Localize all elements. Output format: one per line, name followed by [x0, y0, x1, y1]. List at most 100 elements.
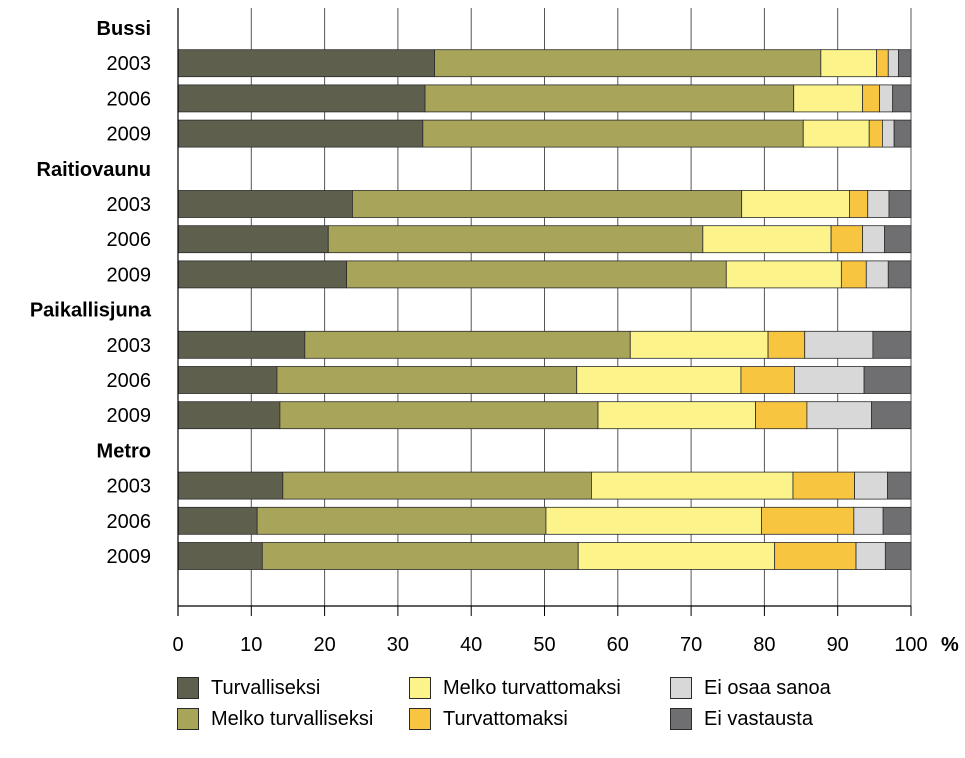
- bar-segment: [820, 49, 877, 78]
- bar-segment: [767, 330, 806, 359]
- bar-segment: [261, 542, 579, 570]
- bar-segment: [177, 330, 306, 359]
- legend-item-ei-osaa-sanoa: Ei osaa sanoa: [670, 676, 831, 700]
- bar-segment: [177, 225, 329, 254]
- bar-segment: [840, 260, 867, 289]
- bar-segment: [177, 542, 263, 570]
- legend-item-melko-turvalliseksi: Melko turvalliseksi: [177, 707, 373, 731]
- bar-segment: [802, 119, 870, 148]
- bar-segment: [793, 84, 864, 113]
- x-tick-label: 60: [607, 634, 629, 656]
- year-label: 2003: [107, 53, 152, 75]
- bar-segment: [304, 330, 631, 359]
- axis-layer: 0 10 20 30 40 50 60 70 80 90 100%: [172, 8, 959, 656]
- bar-segment: [888, 190, 912, 218]
- legend-item-turvattomaksi: Turvattomaksi: [409, 707, 568, 731]
- legend-swatch: [670, 677, 692, 699]
- bar-segment: [755, 401, 808, 430]
- bar-segment: [740, 366, 795, 394]
- bar-segment: [702, 225, 832, 254]
- year-label: 2006: [107, 88, 152, 110]
- legend-label: Turvalliseksi: [211, 677, 321, 699]
- group-label: Raitiovaunu: [37, 159, 151, 181]
- legend-swatch: [670, 708, 692, 730]
- bar-segment: [177, 401, 281, 430]
- x-tick-label: 30: [387, 634, 409, 656]
- legend-swatch: [177, 677, 199, 699]
- bar-segment: [629, 330, 769, 359]
- bar-segment: [792, 471, 855, 500]
- bar-segment: [591, 471, 794, 500]
- x-tick-label: 100: [894, 634, 927, 656]
- bar-segment: [177, 119, 424, 148]
- bar-segment: [177, 506, 258, 535]
- bar-segment: [898, 49, 912, 78]
- bar-segment: [177, 366, 278, 394]
- year-label: 2003: [107, 476, 152, 498]
- legend-label: Ei osaa sanoa: [704, 677, 831, 699]
- group-label: Metro: [97, 440, 151, 462]
- bar-segment: [872, 330, 912, 359]
- bar-segment: [282, 471, 592, 500]
- bar-segment: [830, 225, 864, 254]
- bar-segment: [868, 119, 883, 148]
- group-label: Bussi: [97, 18, 151, 40]
- legend-swatch: [177, 708, 199, 730]
- bar-layer: [177, 49, 912, 570]
- x-tick-label: 10: [240, 634, 262, 656]
- bar-segment: [862, 225, 886, 254]
- year-label: 2003: [107, 335, 152, 357]
- legend-item-ei-vastausta: Ei vastausta: [670, 707, 813, 731]
- bar-segment: [853, 506, 884, 535]
- bar-segment: [434, 49, 822, 78]
- bar-segment: [863, 366, 912, 394]
- x-tick-label: 20: [313, 634, 335, 656]
- bar-segment: [804, 330, 874, 359]
- bar-segment: [177, 471, 284, 500]
- bar-segment: [276, 366, 578, 394]
- bar-segment: [794, 366, 865, 394]
- year-label: 2006: [107, 370, 152, 392]
- bar-segment: [865, 260, 889, 289]
- legend-item-melko-turvattomaksi: Melko turvattomaksi: [409, 676, 621, 700]
- bar-segment: [774, 542, 857, 570]
- year-label: 2009: [107, 264, 152, 286]
- bar-segment: [879, 84, 894, 113]
- year-label: 2009: [107, 546, 152, 568]
- bar-segment: [849, 190, 869, 218]
- x-tick-label: 40: [460, 634, 482, 656]
- bar-segment: [887, 471, 912, 500]
- x-tick-label: 80: [753, 634, 775, 656]
- bar-segment: [892, 84, 912, 113]
- bar-segment: [422, 119, 804, 148]
- year-label: 2003: [107, 194, 152, 216]
- bar-segment: [862, 84, 880, 113]
- x-unit-label: %: [941, 634, 959, 656]
- bar-segment: [545, 506, 762, 535]
- label-layer: Bussi 2003 2006 2009 Raitiovaunu 2003 2006 2009…: [30, 18, 152, 568]
- bar-segment: [867, 190, 890, 218]
- bar-segment: [893, 119, 912, 148]
- bar-segment: [884, 542, 912, 570]
- bar-segment: [577, 542, 776, 570]
- x-tick-label: 0: [172, 634, 183, 656]
- bar-segment: [855, 542, 886, 570]
- bar-segment: [806, 401, 872, 430]
- legend-label: Melko turvalliseksi: [211, 708, 374, 730]
- bar-segment: [884, 225, 912, 254]
- bar-segment: [597, 401, 757, 430]
- bar-segment: [352, 190, 743, 218]
- bar-segment: [327, 225, 704, 254]
- bar-segment: [882, 119, 895, 148]
- bar-segment: [741, 190, 850, 218]
- bar-segment: [177, 260, 347, 289]
- bar-segment: [882, 506, 912, 535]
- x-tick-label: 50: [533, 634, 555, 656]
- x-tick-label: 70: [680, 634, 702, 656]
- year-label: 2009: [107, 124, 152, 146]
- legend-label: Melko turvattomaksi: [443, 677, 621, 699]
- bar-segment: [177, 190, 353, 218]
- bar-segment: [177, 49, 435, 78]
- bar-segment: [887, 260, 912, 289]
